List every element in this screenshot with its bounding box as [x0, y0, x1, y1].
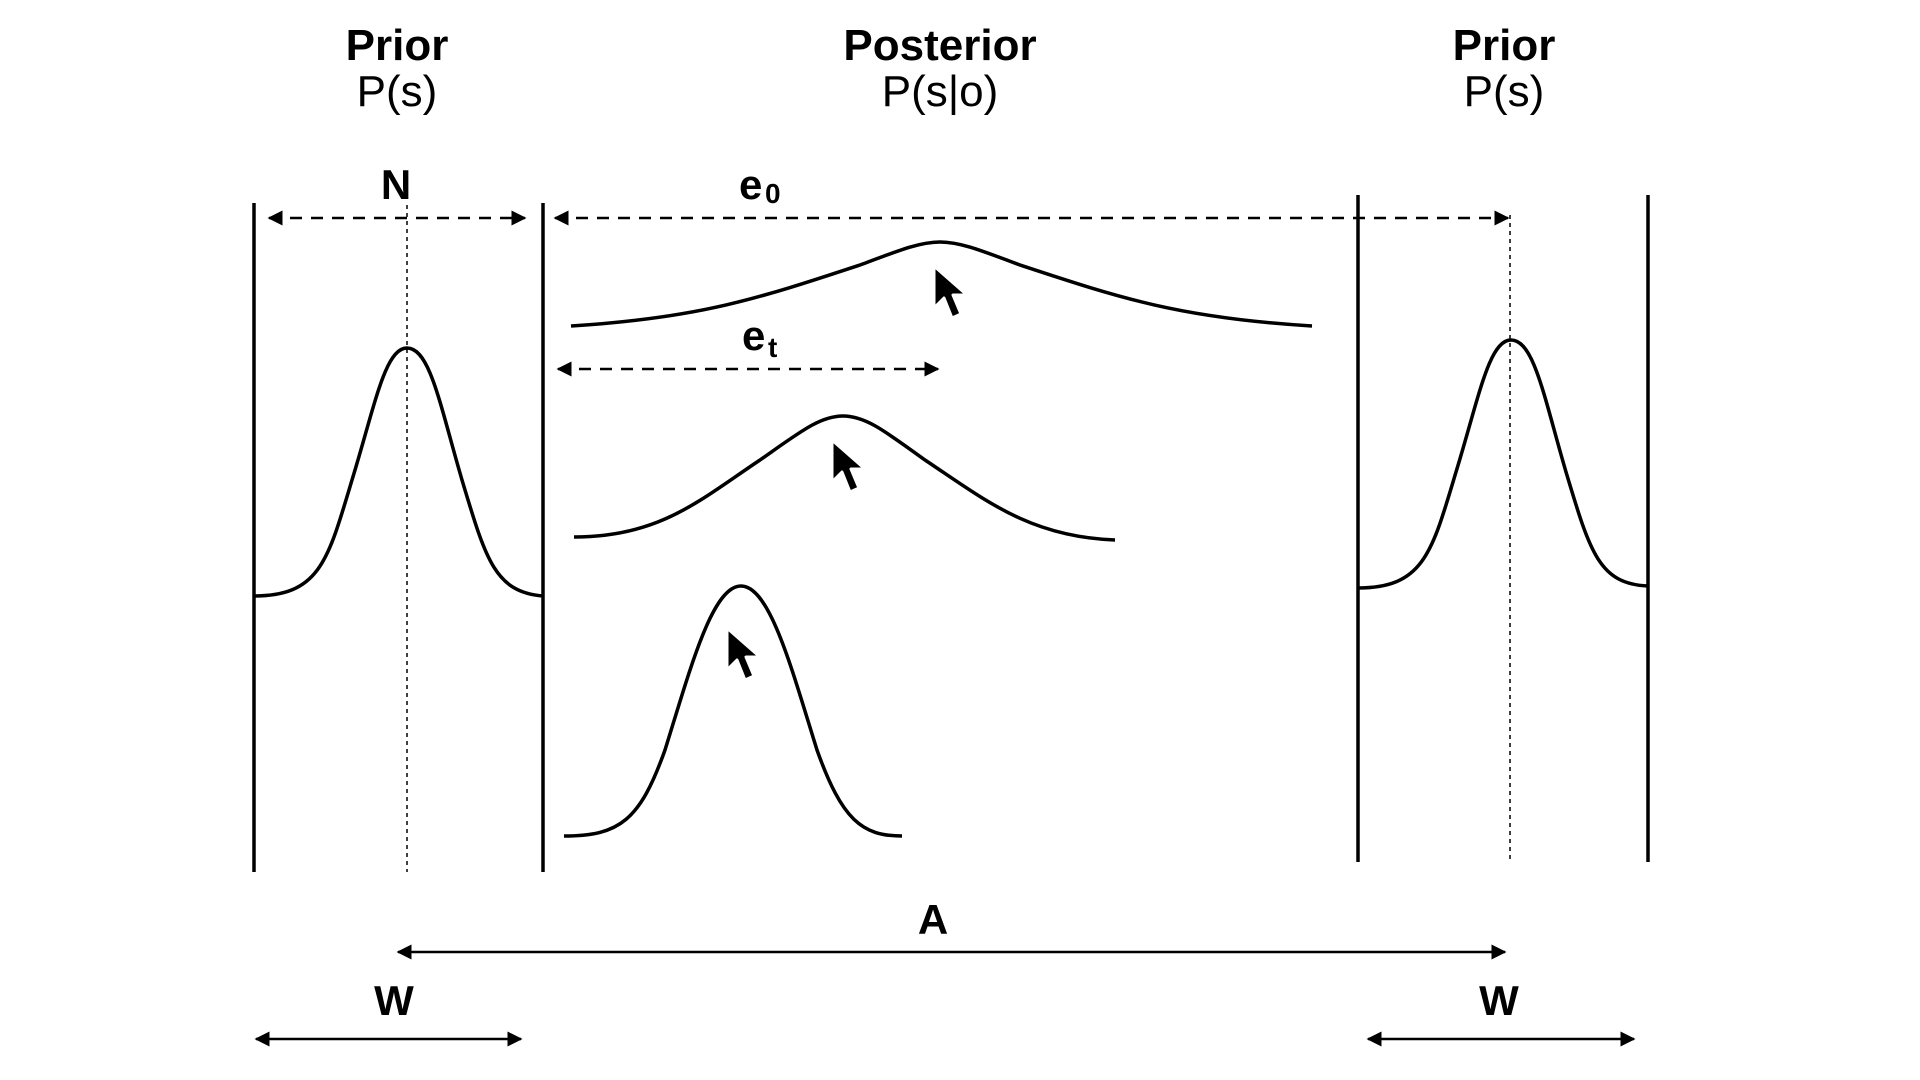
posterior-curve-narrow: [563, 584, 903, 838]
et-label: e t: [742, 312, 777, 363]
posterior-curve-medium: [573, 414, 1116, 542]
et-label-main: e: [742, 312, 765, 359]
e0-label: e 0: [739, 161, 781, 209]
cursor-arrow-icon: [830, 438, 867, 494]
w-left-label: W: [374, 977, 414, 1024]
posterior-curve-wide: [570, 240, 1313, 328]
left-prior-curve: [253, 346, 544, 598]
cursor-arrow-icon: [932, 264, 969, 320]
heading-center-formula: P(s|o): [882, 67, 999, 116]
heading-left-title: Prior: [346, 21, 449, 70]
w-right-label: W: [1479, 977, 1519, 1024]
a-label: A: [918, 896, 948, 943]
e0-label-subscript: 0: [765, 178, 781, 209]
e0-label-main: e: [739, 161, 762, 208]
heading-right-formula: P(s): [1464, 67, 1545, 116]
et-label-subscript: t: [768, 332, 777, 363]
right-prior-curve: [1357, 338, 1649, 590]
heading-right: Prior P(s): [1453, 21, 1556, 116]
n-label: N: [381, 161, 411, 208]
heading-right-title: Prior: [1453, 21, 1556, 70]
heading-left: Prior P(s): [346, 21, 449, 116]
cursor-arrow-icon: [725, 626, 762, 682]
heading-center: Posterior P(s|o): [843, 21, 1036, 116]
heading-left-formula: P(s): [357, 67, 438, 116]
heading-center-title: Posterior: [843, 21, 1036, 70]
